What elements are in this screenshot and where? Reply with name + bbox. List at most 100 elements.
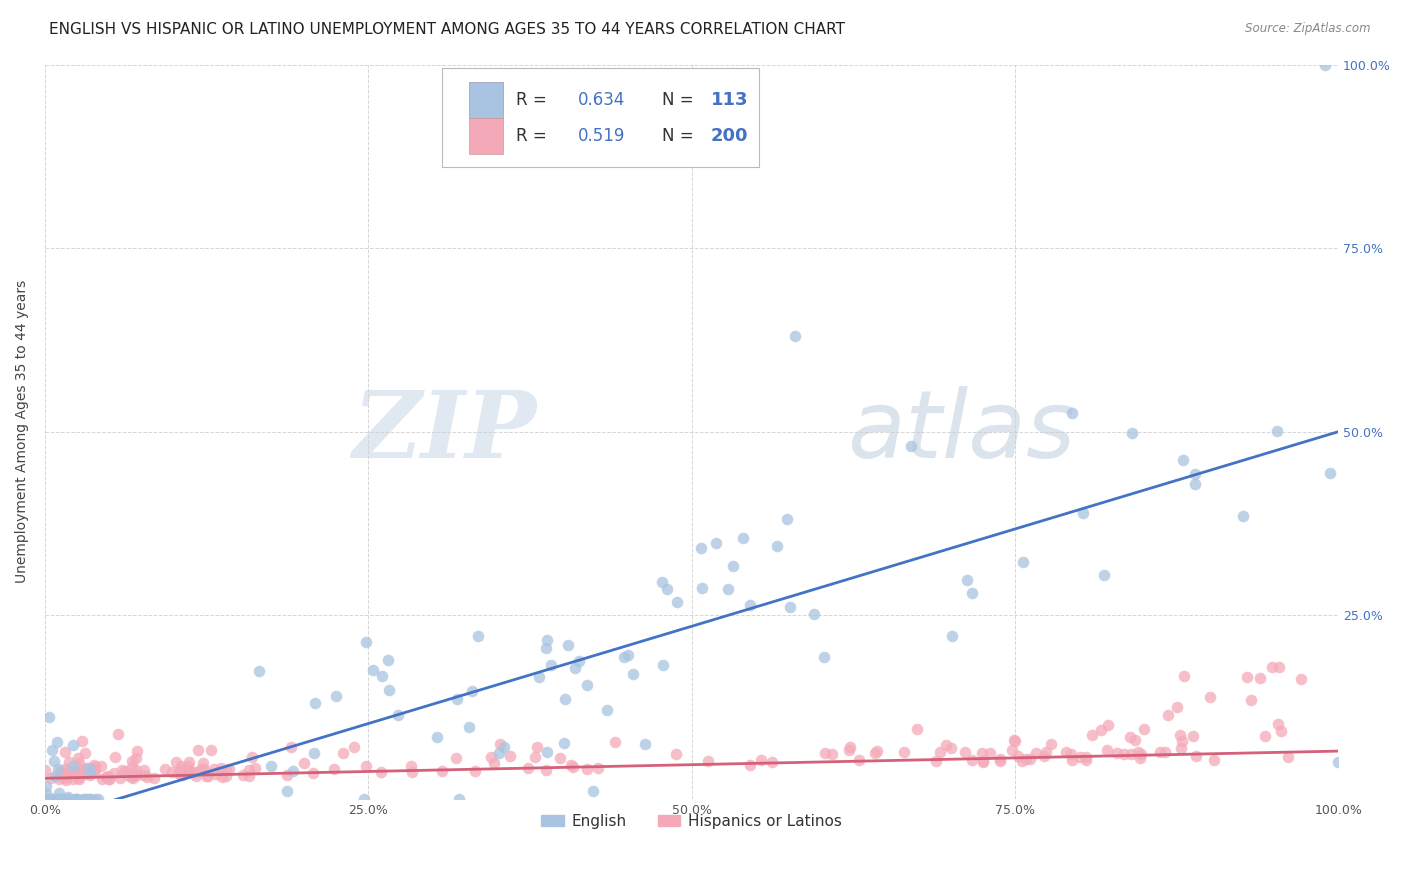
Point	[46, 735, 69, 749]
Point	[56, 769, 79, 783]
Point	[536, 633, 558, 648]
Point	[48, 772, 70, 787]
Point	[90, 759, 112, 773]
Point	[621, 666, 644, 681]
Point	[354, 759, 377, 773]
Point	[1107, 747, 1129, 761]
Point	[49, 792, 72, 806]
Point	[526, 739, 548, 754]
Point	[62, 738, 84, 752]
Point	[49, 764, 72, 778]
Point	[79, 765, 101, 780]
Point	[72, 792, 94, 806]
Point	[1094, 568, 1116, 582]
Point	[1002, 732, 1025, 747]
Point	[245, 761, 267, 775]
Point	[929, 745, 952, 759]
Point	[481, 749, 503, 764]
Point	[1315, 57, 1337, 71]
Point	[1171, 734, 1194, 748]
Point	[107, 727, 129, 741]
Text: ZIP: ZIP	[352, 387, 537, 476]
Point	[187, 743, 209, 757]
Point	[905, 722, 928, 736]
Point	[97, 772, 120, 786]
Point	[46, 792, 69, 806]
Point	[554, 692, 576, 706]
Point	[814, 746, 837, 760]
Point	[1129, 747, 1152, 761]
Point	[66, 751, 89, 765]
Point	[690, 581, 713, 595]
Point	[1097, 718, 1119, 732]
Y-axis label: Unemployment Among Ages 35 to 44 years: Unemployment Among Ages 35 to 44 years	[15, 280, 30, 583]
Point	[58, 756, 80, 770]
Point	[194, 769, 217, 783]
Point	[426, 731, 449, 745]
Point	[35, 786, 58, 800]
Point	[605, 735, 627, 749]
Point	[1090, 723, 1112, 737]
Point	[90, 772, 112, 786]
Point	[1171, 453, 1194, 467]
Point	[155, 762, 177, 776]
Point	[1166, 699, 1188, 714]
Point	[143, 771, 166, 785]
Point	[65, 792, 87, 806]
Point	[238, 764, 260, 778]
Point	[1204, 753, 1226, 767]
Point	[634, 737, 657, 751]
Point	[53, 746, 76, 760]
Point	[1126, 745, 1149, 759]
Point	[738, 758, 761, 772]
Point	[972, 755, 994, 769]
Point	[104, 749, 127, 764]
Point	[304, 696, 326, 710]
Point	[170, 764, 193, 778]
Point	[1071, 506, 1094, 520]
Point	[177, 759, 200, 773]
Point	[1173, 669, 1195, 683]
Point	[167, 765, 190, 780]
Point	[162, 764, 184, 779]
Point	[839, 740, 862, 755]
Point	[63, 792, 86, 806]
Point	[132, 764, 155, 778]
Point	[55, 792, 77, 806]
Point	[560, 757, 582, 772]
Point	[1327, 755, 1350, 769]
Point	[323, 762, 346, 776]
Point	[666, 595, 689, 609]
Point	[125, 744, 148, 758]
Point	[96, 770, 118, 784]
Point	[280, 740, 302, 755]
Point	[588, 761, 610, 775]
Point	[838, 743, 860, 757]
Point	[576, 763, 599, 777]
Point	[53, 767, 76, 781]
Point	[83, 760, 105, 774]
Point	[56, 792, 79, 806]
Point	[63, 764, 86, 778]
Point	[1015, 752, 1038, 766]
Point	[53, 762, 76, 776]
Point	[276, 768, 298, 782]
Point	[58, 790, 80, 805]
Point	[177, 764, 200, 778]
Point	[1011, 754, 1033, 768]
Point	[238, 768, 260, 782]
Point	[939, 740, 962, 755]
Point	[979, 746, 1001, 760]
Point	[55, 770, 77, 784]
Text: 0.634: 0.634	[578, 91, 626, 109]
Point	[613, 650, 636, 665]
Point	[962, 754, 984, 768]
FancyBboxPatch shape	[441, 69, 759, 168]
Point	[548, 751, 571, 765]
Point	[56, 766, 79, 780]
Point	[458, 720, 481, 734]
Point	[70, 733, 93, 747]
Point	[76, 792, 98, 806]
Point	[96, 770, 118, 784]
Point	[1069, 750, 1091, 764]
